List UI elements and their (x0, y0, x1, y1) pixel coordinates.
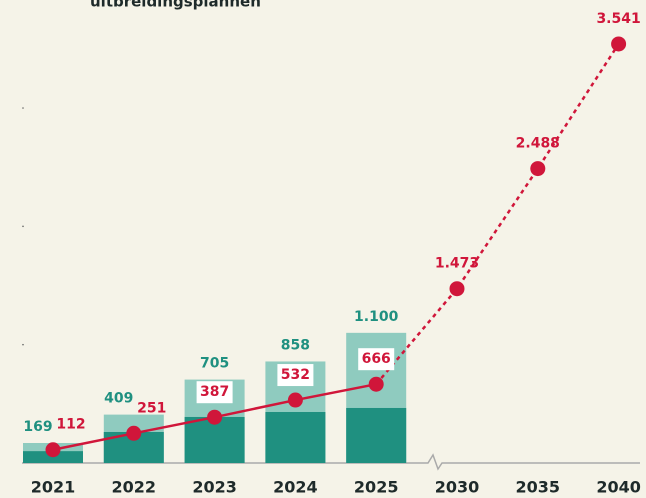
y-tick (22, 343, 24, 346)
line-point (449, 281, 465, 297)
line-point (126, 425, 142, 441)
bar (346, 407, 407, 463)
x-tick-label: 2040 (596, 478, 641, 497)
line-label: 3.541 (596, 11, 640, 27)
x-tick-label: 2023 (192, 478, 237, 497)
line-label: 2.488 (516, 136, 560, 152)
line-label: 666 (362, 351, 391, 367)
line-label: 112 (56, 417, 85, 433)
bar-label: 169 (23, 419, 52, 435)
line-point (530, 161, 546, 177)
x-tick-label: 2025 (354, 478, 399, 497)
x-tick-label: 2022 (112, 478, 157, 497)
line-label: 387 (200, 384, 229, 400)
y-tick (22, 225, 24, 228)
line-point (207, 409, 223, 425)
chart-title: uitbreidingsplannen (90, 0, 261, 11)
x-tick-label: 2024 (273, 478, 318, 497)
label-box (358, 348, 395, 371)
line (375, 43, 620, 385)
x-tick-label: 2030 (435, 478, 480, 497)
line-label: 1.473 (435, 256, 479, 272)
bar-label: 1.100 (354, 309, 399, 325)
line-point (45, 442, 61, 458)
x-tick-label: 2021 (31, 478, 76, 497)
bar-label: 409 (104, 391, 133, 407)
line-point (368, 376, 384, 392)
bar-label: 705 (200, 356, 229, 372)
y-tick (22, 107, 24, 109)
bar-label: 858 (281, 337, 310, 353)
line-label: 251 (137, 400, 166, 416)
line-point (287, 392, 303, 408)
label-box (196, 381, 233, 404)
line-point (611, 36, 627, 52)
bar (265, 411, 326, 463)
x-tick-label: 2035 (516, 478, 561, 497)
line-label: 532 (281, 367, 310, 383)
label-box (277, 364, 314, 387)
